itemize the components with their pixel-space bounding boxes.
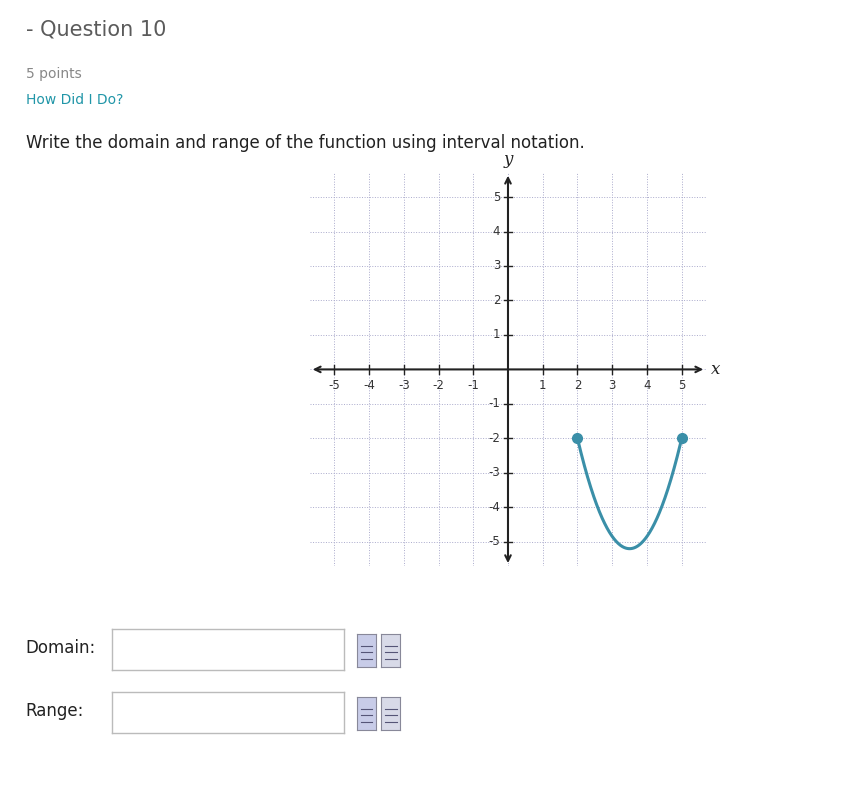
Text: -1: -1 (468, 379, 480, 392)
Text: 2: 2 (573, 379, 581, 392)
Text: y: y (504, 151, 512, 167)
Text: Write the domain and range of the function using interval notation.: Write the domain and range of the functi… (26, 134, 585, 152)
Text: -2: -2 (488, 432, 500, 445)
Text: 4: 4 (643, 379, 651, 392)
Text: -5: -5 (328, 379, 340, 392)
Text: 1: 1 (492, 329, 500, 341)
Text: How Did I Do?: How Did I Do? (26, 93, 123, 107)
Text: Domain:: Domain: (26, 640, 96, 657)
Text: 3: 3 (609, 379, 616, 392)
Text: -1: -1 (488, 398, 500, 410)
Text: -5: -5 (488, 535, 500, 549)
Text: -3: -3 (488, 466, 500, 479)
Text: 5: 5 (493, 190, 500, 204)
Text: -3: -3 (398, 379, 410, 392)
Text: x: x (711, 361, 721, 378)
Text: 2: 2 (492, 294, 500, 307)
Text: 5 points: 5 points (26, 67, 82, 81)
Text: -2: -2 (432, 379, 444, 392)
Text: -4: -4 (488, 501, 500, 514)
Text: -4: -4 (363, 379, 375, 392)
Text: 5: 5 (678, 379, 685, 392)
Text: 4: 4 (492, 225, 500, 238)
Text: 1: 1 (539, 379, 547, 392)
Text: Range:: Range: (26, 703, 84, 720)
Text: - Question 10: - Question 10 (26, 20, 166, 39)
Text: 3: 3 (493, 259, 500, 273)
